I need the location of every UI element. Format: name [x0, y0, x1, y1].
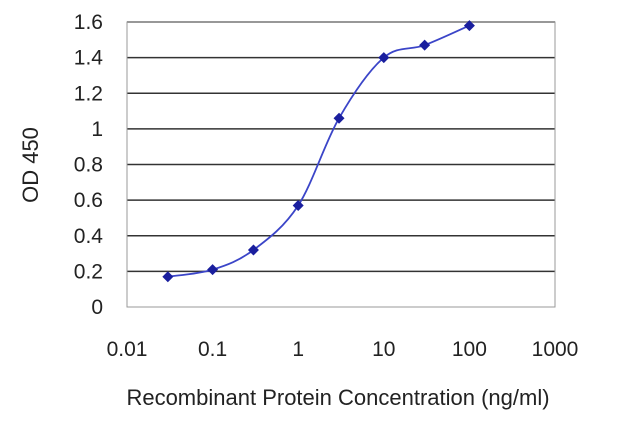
y-axis-title: OD 450	[18, 127, 43, 203]
y-tick-label: 1	[91, 118, 103, 141]
data-point	[419, 39, 431, 51]
y-tick-labels: 0 0.2 0.4 0.6 0.8 1 1.2 1.4 1.6	[74, 11, 104, 319]
y-tick-label: 0.8	[74, 154, 103, 177]
x-tick-labels: 0.01 0.1 1 10 100 1000	[107, 338, 579, 361]
y-tick-label: 1.4	[74, 47, 104, 70]
fit-curve	[167, 24, 470, 278]
data-point	[333, 112, 345, 124]
x-axis-title: Recombinant Protein Concentration (ng/ml…	[126, 385, 549, 410]
data-points	[162, 20, 475, 283]
y-tick-label: 0.6	[74, 189, 103, 212]
data-point	[207, 264, 219, 276]
x-tick-label: 100	[452, 338, 487, 361]
x-tick-label: 10	[372, 338, 395, 361]
data-point	[378, 52, 390, 64]
x-tick-label: 0.01	[107, 338, 148, 361]
y-tick-label: 0.4	[74, 225, 104, 248]
x-tick-label: 1000	[532, 338, 579, 361]
data-point	[162, 271, 174, 283]
data-point	[463, 20, 475, 32]
y-tick-label: 1.2	[74, 82, 103, 105]
y-tick-label: 0	[91, 296, 103, 319]
data-point	[247, 244, 259, 256]
plot-frame	[126, 21, 556, 308]
y-tick-label: 1.6	[74, 11, 103, 34]
y-tick-label: 0.2	[74, 260, 103, 283]
x-tick-label: 1	[292, 338, 304, 361]
series-line	[167, 24, 470, 278]
x-tick-label: 0.1	[198, 338, 227, 361]
data-point	[292, 199, 304, 211]
